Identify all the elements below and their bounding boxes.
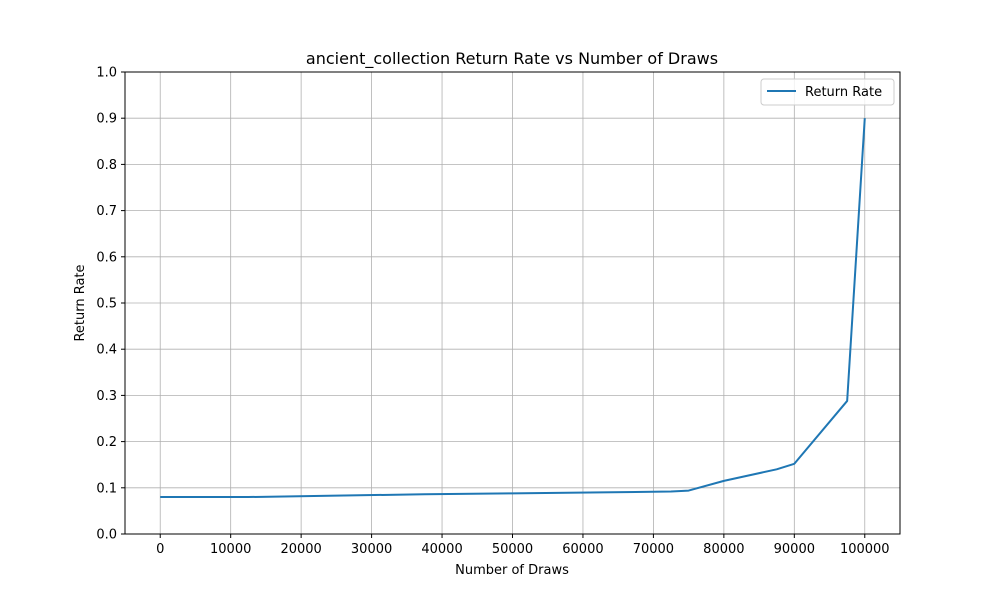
y-tick-label: 0.8 xyxy=(96,158,117,173)
legend-entry-label: Return Rate xyxy=(805,85,882,100)
x-tick-label: 100000 xyxy=(840,542,890,557)
legend-box xyxy=(760,78,895,106)
x-tick-label: 80000 xyxy=(703,542,744,557)
legend: Return Rate xyxy=(760,78,895,106)
x-tick-label: 60000 xyxy=(562,542,603,557)
chart-title: ancient_collection Return Rate vs Number… xyxy=(306,49,718,69)
y-tick-label: 0.0 xyxy=(96,528,117,543)
x-tick-label: 70000 xyxy=(633,542,674,557)
x-tick-label: 50000 xyxy=(492,542,533,557)
axis-ticks: 0 10000 20000 30000 40000 50000 60000 70000 8000… xyxy=(96,66,889,558)
y-tick-label: 0.7 xyxy=(96,204,117,219)
y-tick-label: 0.5 xyxy=(96,297,117,312)
series-line-return-rate xyxy=(160,118,866,499)
y-tick-label: 0.1 xyxy=(96,481,117,496)
x-tick-label: 90000 xyxy=(774,542,815,557)
y-tick-label: 0.2 xyxy=(96,435,117,450)
y-tick-label: 0.4 xyxy=(96,343,117,358)
x-tick-label: 40000 xyxy=(421,542,462,557)
series-layer xyxy=(160,118,866,499)
y-tick-label: 1.0 xyxy=(96,66,117,81)
plot-frame xyxy=(124,71,901,535)
y-axis-label: Return Rate xyxy=(73,264,88,341)
x-tick-label: 20000 xyxy=(280,542,321,557)
y-tick-label: 0.6 xyxy=(96,250,117,265)
y-tick-label: 0.3 xyxy=(96,389,117,404)
x-tick-label: 10000 xyxy=(210,542,251,557)
x-tick-label: 0 xyxy=(156,542,164,557)
y-tick-label: 0.9 xyxy=(96,112,117,127)
x-tick-label: 30000 xyxy=(351,542,392,557)
x-axis-label: Number of Draws xyxy=(455,563,569,578)
